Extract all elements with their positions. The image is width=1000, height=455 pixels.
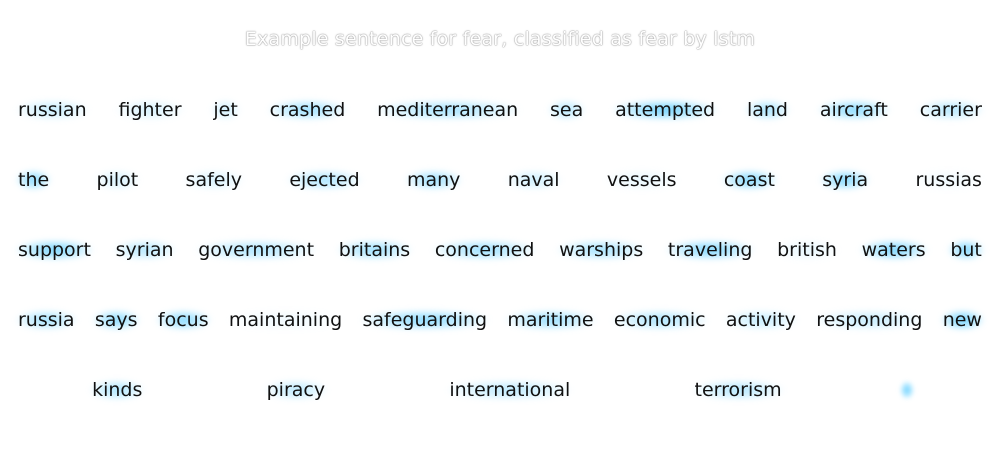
word-text: russia — [18, 309, 75, 331]
word-text: activity — [725, 309, 796, 331]
word-text: safeguarding — [362, 309, 488, 331]
word-text: russias — [915, 169, 982, 191]
word-token: new — [937, 305, 988, 335]
word-text: new — [942, 309, 982, 331]
word-token: ejected — [283, 165, 365, 195]
word-text: mediterranean — [377, 99, 519, 121]
word-token: sea — [544, 95, 589, 125]
word-text: piracy — [266, 379, 326, 401]
word-token: activity — [720, 305, 802, 335]
word-token: land — [741, 95, 794, 125]
word-text: many — [406, 169, 461, 191]
word-token: russias — [909, 165, 987, 195]
padding-token — [900, 375, 914, 405]
word-token: coast — [718, 165, 781, 195]
word-text: but — [950, 239, 982, 261]
word-text: maritime — [507, 309, 594, 331]
figure-title: Example sentence for fear, classified as… — [244, 28, 756, 50]
word-row-3: support syrian government britains concerned… — [0, 235, 1000, 265]
word-token: says — [89, 305, 144, 335]
word-text: russian — [18, 99, 87, 121]
word-token: responding — [810, 305, 928, 335]
word-text: warships — [559, 239, 644, 261]
word-token: warships — [553, 235, 649, 265]
word-text: sea — [550, 99, 584, 121]
word-text: government — [198, 239, 315, 261]
word-text: britains — [338, 239, 411, 261]
word-token: waters — [856, 235, 932, 265]
word-token: terrorism — [689, 375, 788, 405]
word-text: responding — [816, 309, 923, 331]
word-text: terrorism — [694, 379, 782, 401]
word-token: vessels — [601, 165, 683, 195]
word-text: carrier — [919, 99, 982, 121]
word-token: maintaining — [223, 305, 348, 335]
word-text: british — [777, 239, 837, 261]
word-token: attempted — [609, 95, 721, 125]
word-text: vessels — [606, 169, 677, 191]
word-text: syrian — [115, 239, 174, 261]
word-token: british — [771, 235, 843, 265]
word-row-4: russia says focus maintaining safeguarding ma… — [0, 305, 1000, 335]
word-text: the — [18, 169, 50, 191]
word-text: focus — [157, 309, 209, 331]
word-row-1: russian fighter jet crashed mediterranean sea… — [0, 95, 1000, 125]
word-text: land — [746, 99, 788, 121]
word-token: the — [12, 165, 55, 195]
word-token: carrier — [914, 95, 988, 125]
word-token: mediterranean — [371, 95, 524, 125]
word-token: crashed — [264, 95, 352, 125]
word-text: support — [18, 239, 91, 261]
word-token: syria — [816, 165, 874, 195]
word-token: russian — [12, 95, 93, 125]
word-token: concerned — [429, 235, 541, 265]
word-token: kinds — [86, 375, 148, 405]
word-token: naval — [502, 165, 566, 195]
word-text: naval — [507, 169, 560, 191]
word-token: fighter — [112, 95, 187, 125]
word-row-2: the pilot safely ejected many naval vessels coa… — [0, 165, 1000, 195]
word-text: international — [449, 379, 571, 401]
word-token: international — [443, 375, 576, 405]
word-token: aircraft — [814, 95, 894, 125]
word-text: attempted — [615, 99, 716, 121]
word-token: traveling — [662, 235, 759, 265]
word-token: syrian — [110, 235, 180, 265]
word-token: many — [401, 165, 466, 195]
word-text: ejected — [289, 169, 360, 191]
word-token: economic — [608, 305, 712, 335]
word-token: maritime — [501, 305, 599, 335]
word-token: britains — [333, 235, 416, 265]
word-token: piracy — [261, 375, 331, 405]
word-token: pilot — [91, 165, 145, 195]
word-text: fighter — [118, 99, 182, 121]
word-text: concerned — [434, 239, 535, 261]
word-text: pilot — [96, 169, 139, 191]
word-token: focus — [152, 305, 215, 335]
word-text: crashed — [269, 99, 346, 121]
word-text: coast — [723, 169, 775, 191]
word-row-5: kinds piracy international terrorism — [0, 375, 1000, 405]
word-text: kinds — [92, 379, 143, 401]
word-text: aircraft — [819, 99, 888, 121]
word-text: traveling — [667, 239, 753, 261]
word-token: safeguarding — [357, 305, 494, 335]
word-token: government — [192, 235, 320, 265]
word-token: but — [944, 235, 988, 265]
word-text: syria — [822, 169, 869, 191]
word-token: jet — [207, 95, 243, 125]
word-token: safely — [180, 165, 248, 195]
word-text: economic — [613, 309, 706, 331]
word-token: russia — [12, 305, 81, 335]
word-text: waters — [861, 239, 926, 261]
word-text — [900, 379, 902, 401]
word-text: safely — [185, 169, 242, 191]
word-text: jet — [213, 99, 238, 121]
word-text: says — [94, 309, 138, 331]
word-token: support — [12, 235, 97, 265]
word-text: maintaining — [228, 309, 343, 331]
